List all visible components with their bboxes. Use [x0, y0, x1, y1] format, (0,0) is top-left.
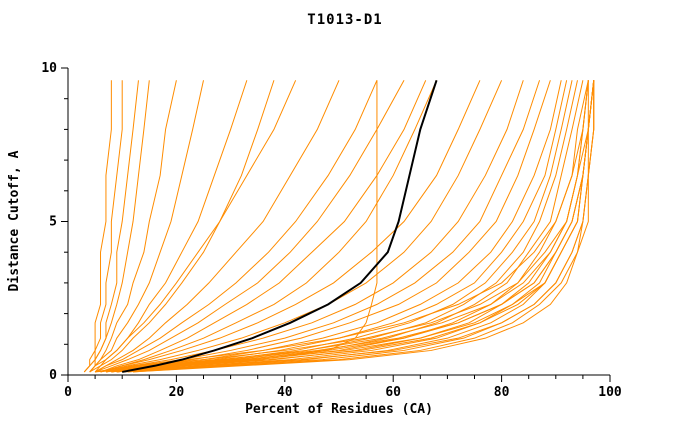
model-curve [105, 80, 595, 373]
model-curve [89, 80, 177, 373]
model-curve [111, 80, 562, 373]
model-curve [89, 80, 248, 373]
x-tick-label: 80 [494, 385, 510, 400]
model-curve [89, 80, 139, 373]
model-curve [127, 80, 595, 373]
model-curve [95, 80, 378, 373]
highlight-curve [122, 79, 438, 373]
model-curve [111, 80, 573, 373]
model-curve [116, 80, 589, 373]
model-curve [89, 80, 204, 373]
x-tick-label: 100 [598, 385, 622, 400]
chart-title: T1013-D1 [307, 12, 382, 28]
model-curve [133, 80, 595, 373]
y-tick-label: 10 [41, 61, 57, 76]
model-curve [100, 80, 438, 373]
model-curve [111, 80, 589, 373]
model-curve [94, 80, 405, 373]
model-curve [105, 80, 524, 373]
model-curve [100, 80, 481, 373]
x-tick-label: 60 [385, 385, 401, 400]
x-tick-label: 0 [64, 385, 72, 400]
model-curve [127, 80, 595, 373]
model-curve [100, 80, 503, 373]
x-axis-label: Percent of Residues (CA) [245, 402, 433, 417]
x-tick-label: 40 [277, 385, 293, 400]
model-curve [95, 80, 589, 373]
y-axis-label: Distance Cutoff, A [7, 150, 22, 291]
model-curve [83, 80, 112, 373]
model-curve [105, 80, 551, 373]
model-curve [94, 80, 378, 373]
y-tick-label: 5 [49, 215, 57, 230]
model-curve [89, 80, 297, 373]
model-curve [100, 80, 589, 373]
y-tick-label: 0 [49, 368, 57, 383]
model-curve [83, 80, 123, 373]
model-curve [94, 80, 340, 373]
model-curve [116, 80, 584, 373]
model-curve [122, 80, 589, 373]
plot-area: 0 20 40 60 80 100 0 5 10 [41, 61, 622, 400]
model-curve [111, 80, 595, 373]
x-tick-label: 20 [169, 385, 185, 400]
model-curve [94, 80, 275, 373]
model-curve [83, 80, 150, 373]
